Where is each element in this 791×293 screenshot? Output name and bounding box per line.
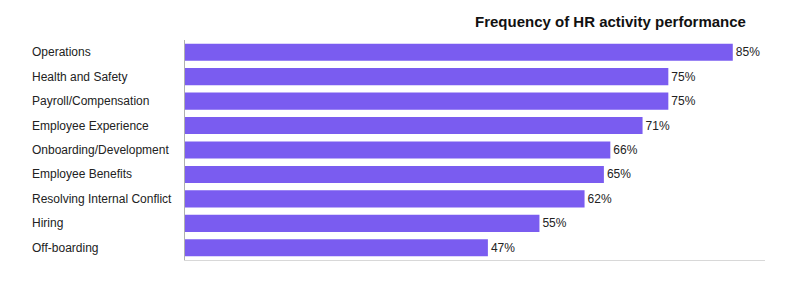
svg-text:85%: 85% xyxy=(736,45,760,59)
svg-text:66%: 66% xyxy=(613,143,637,157)
svg-text:Employee Benefits: Employee Benefits xyxy=(32,167,132,181)
svg-text:Hiring: Hiring xyxy=(32,216,63,230)
svg-text:47%: 47% xyxy=(491,241,515,255)
svg-text:Payroll/Compensation: Payroll/Compensation xyxy=(32,94,149,108)
svg-text:62%: 62% xyxy=(588,192,612,206)
svg-text:Resolving Internal Conflict: Resolving Internal Conflict xyxy=(32,192,172,206)
svg-text:Off-boarding: Off-boarding xyxy=(32,241,99,255)
svg-text:75%: 75% xyxy=(671,70,695,84)
svg-text:71%: 71% xyxy=(646,119,670,133)
svg-text:65%: 65% xyxy=(607,167,631,181)
svg-text:Operations: Operations xyxy=(32,45,91,59)
svg-text:55%: 55% xyxy=(542,216,566,230)
svg-text:Employee Experience: Employee Experience xyxy=(32,119,149,133)
svg-text:Onboarding/Development: Onboarding/Development xyxy=(32,143,169,157)
svg-text:75%: 75% xyxy=(671,94,695,108)
svg-text:Frequency of HR activity perfo: Frequency of HR activity performance xyxy=(475,13,746,30)
svg-text:Health and Safety: Health and Safety xyxy=(32,70,127,84)
